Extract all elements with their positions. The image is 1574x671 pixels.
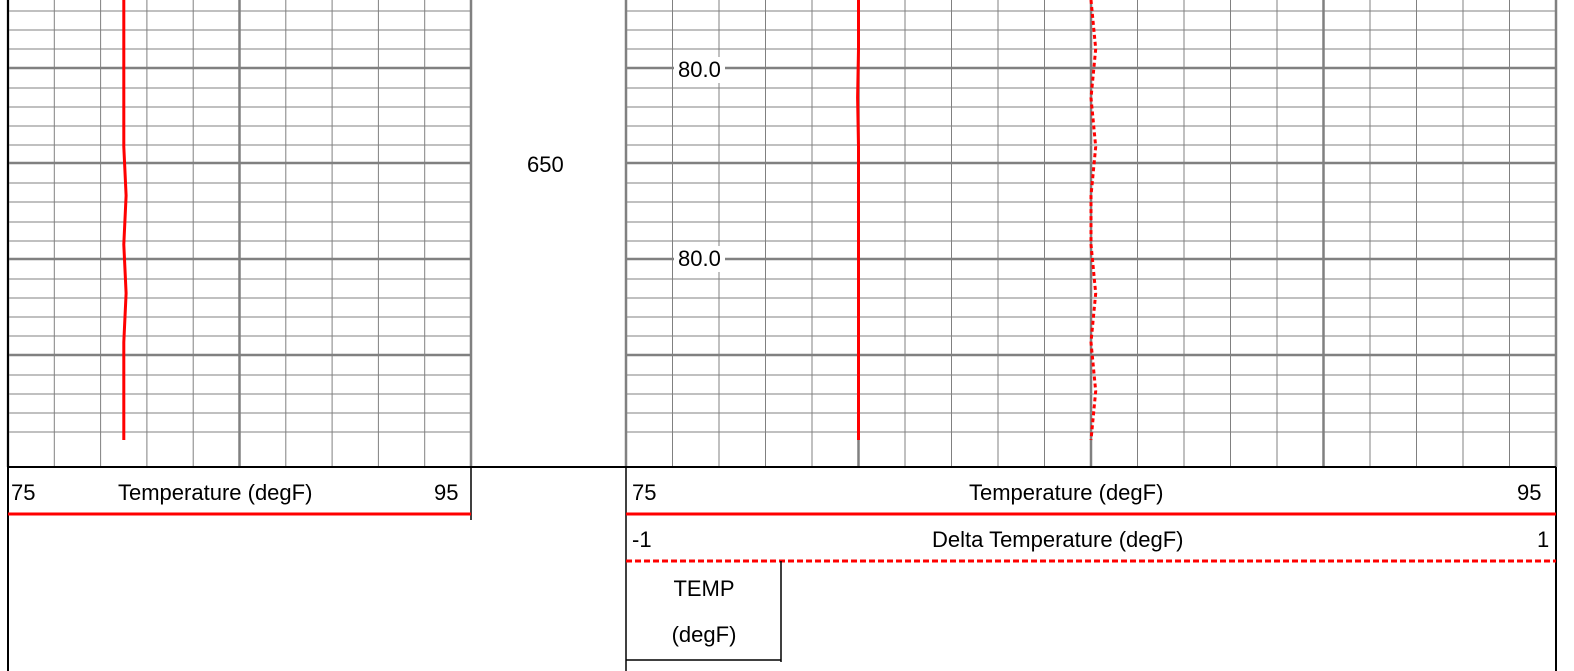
left-temp-max: 95 [434,480,459,505]
delta-temp-min: -1 [632,527,652,552]
delta-temp-title: Delta Temperature (degF) [932,527,1184,552]
delta-temp-curve [1089,0,1098,441]
left-track-grid [6,0,473,467]
curves [122,0,1098,441]
track-frames [7,0,1557,671]
left-temp-min: 75 [11,480,36,505]
depth-label: 650 [527,152,564,177]
annotation-lower: 80.0 [674,246,725,272]
left-temp-curve [122,0,128,440]
delta-temp-max: 1 [1537,527,1550,552]
right-temp-max: 95 [1517,480,1542,505]
annotation-upper: 80.0 [674,57,725,83]
right-temp-min: 75 [632,480,657,505]
right-track-grid [624,0,1558,467]
value-column-line1: TEMP [673,576,735,601]
value-column-line2: (degF) [671,622,737,647]
left-temp-title: Temperature (degF) [118,480,313,505]
right-temp-curve [856,0,860,440]
right-temp-title: Temperature (degF) [969,480,1164,505]
